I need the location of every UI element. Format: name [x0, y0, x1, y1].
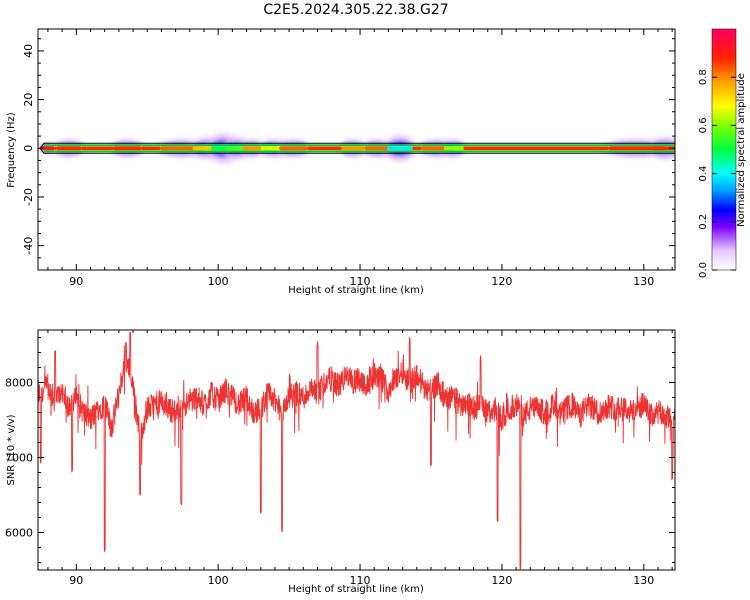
spectrogram-ridge-segment — [341, 146, 365, 151]
spectrogram-ridge-core — [463, 146, 609, 151]
snr-xtick-label: 110 — [350, 574, 371, 587]
spectrogram-ridge-segment — [113, 146, 142, 151]
snr-ytick-label: 6000 — [5, 527, 33, 540]
spectrogram-ridge-core — [81, 146, 114, 151]
spectrogram-ridge-segment — [40, 146, 56, 151]
spectrogram-xtick-label: 90 — [69, 275, 83, 288]
spectrogram-ytick-label: 0 — [22, 145, 35, 152]
spectrogram-frame — [37, 28, 676, 271]
spectrogram-ytick-label: -20 — [22, 188, 35, 206]
spectrogram-xtick-label: 110 — [350, 275, 371, 288]
chart-title: C2E5.2024.305.22.38.G27 — [263, 2, 448, 18]
snr-xtick-label: 120 — [491, 574, 512, 587]
spectrogram-xtick-label: 100 — [208, 275, 229, 288]
spectrogram-xtick-label: 130 — [633, 275, 654, 288]
spectrogram-ridge-core — [141, 146, 161, 151]
snr-panel: 90 100 110 120 130 6000 7000 8000 Height of str… — [5, 329, 676, 595]
snr-ytick-label: 7000 — [5, 452, 33, 465]
snr-xtick-label: 130 — [633, 574, 654, 587]
snr-xtick-label: 100 — [208, 574, 229, 587]
spectrogram-ridge-core — [55, 146, 57, 151]
spectrogram-ytick-label: 40 — [22, 44, 35, 58]
spectrogram-ridge-segment — [242, 146, 263, 151]
colorbar-tick-label: 0.4 — [698, 166, 709, 182]
spectrogram-ridge-segment — [443, 146, 464, 151]
spectrogram-ytick-label: -40 — [22, 237, 35, 255]
spectrogram-ylabel: Frequency (Hz) — [6, 112, 17, 188]
colorbar-tick-label: 0.6 — [698, 117, 709, 133]
snr-ylabel: SNR (10 * v/v) — [6, 414, 17, 485]
spectrogram-xlabel: Height of straight line (km) — [288, 285, 424, 296]
snr-frame — [37, 329, 676, 571]
spectrogram-ytick-label: 20 — [22, 93, 35, 107]
spectrogram-ridge-segment — [387, 146, 413, 151]
colorbar-ticks: 0.0 0.2 0.4 0.6 0.8 — [698, 69, 736, 278]
snr-xlabel: Height of straight line (km) — [288, 584, 424, 595]
spectrogram-ridge-segment — [652, 146, 675, 151]
colorbar-tick-label: 0.8 — [698, 69, 709, 85]
snr-ticks: 90 100 110 120 130 6000 7000 8000 — [5, 330, 675, 587]
spectrogram-ridge-core — [307, 146, 342, 151]
colorbar-tick-label: 0.0 — [698, 262, 709, 278]
spectrogram-xtick-label: 120 — [491, 275, 512, 288]
spectrogram-ridge-segment — [608, 146, 666, 151]
colorbar-tick-label: 0.2 — [698, 214, 709, 230]
spectrogram-ridge-segment — [56, 146, 82, 151]
colorbar-label: Normalized spectral amplitude — [736, 73, 747, 227]
snr-layer — [38, 331, 675, 570]
colorbar-gradient — [711, 28, 737, 271]
spectrogram-ridge-core — [412, 146, 422, 151]
spectrogram-ridge-segment — [279, 146, 308, 151]
snr-series-line — [38, 331, 675, 570]
spectrogram-ridge-segment — [364, 146, 390, 151]
spectrogram-ticks: 90 100 110 120 130 -40 -20 0 20 40 — [22, 29, 675, 288]
spectrogram-panel: 90 100 110 120 130 -40 -20 0 20 40 Height of stra… — [6, 28, 676, 296]
snr-ytick-label: 8000 — [5, 377, 33, 390]
snr-background — [38, 330, 675, 570]
colorbar: 0.0 0.2 0.4 0.6 0.8 Normalized spectral ampl… — [698, 28, 747, 278]
snr-xtick-label: 90 — [69, 574, 83, 587]
